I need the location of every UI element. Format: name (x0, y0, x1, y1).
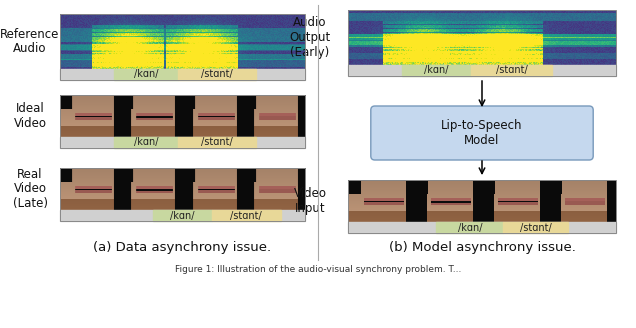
Bar (348, 65, 616, 76)
Text: /stɑnt/: /stɑnt/ (520, 222, 551, 233)
Text: /stɑnt/: /stɑnt/ (201, 70, 233, 79)
Text: (b) Model asynchrony issue.: (b) Model asynchrony issue. (389, 241, 576, 255)
Text: /kɑn/: /kɑn/ (458, 222, 482, 233)
Text: Ideal
Video: Ideal Video (13, 102, 46, 130)
Bar (60, 14, 305, 80)
Bar (348, 180, 616, 233)
Bar (401, 65, 471, 76)
Text: Real
Video
(Late): Real Video (Late) (13, 168, 48, 211)
Text: (a) Data asynchrony issue.: (a) Data asynchrony issue. (93, 241, 272, 255)
Text: Reference
Audio: Reference Audio (0, 28, 60, 55)
Text: Audio
Output
(Early): Audio Output (Early) (289, 16, 331, 59)
Bar (177, 69, 256, 80)
Bar (114, 69, 177, 80)
Bar (60, 210, 305, 221)
FancyBboxPatch shape (371, 106, 593, 160)
Bar (60, 137, 305, 148)
Text: Figure 1: Illustration of the audio-visual synchrony problem. T...: Figure 1: Illustration of the audio-visu… (175, 265, 461, 275)
Bar (60, 95, 305, 148)
Text: /kɑn/: /kɑn/ (134, 137, 158, 148)
Bar (153, 210, 212, 221)
Text: /stɑnt/: /stɑnt/ (201, 137, 233, 148)
Bar (60, 168, 305, 221)
Text: /kɑn/: /kɑn/ (170, 211, 195, 220)
Bar (114, 137, 177, 148)
Text: /stɑnt/: /stɑnt/ (230, 211, 262, 220)
Bar (60, 69, 305, 80)
Bar (436, 222, 504, 233)
Bar (348, 10, 616, 76)
Text: /kɑn/: /kɑn/ (134, 70, 158, 79)
Bar (348, 222, 616, 233)
Text: /stɑnt/: /stɑnt/ (495, 66, 527, 75)
Bar (212, 210, 280, 221)
Bar (177, 137, 256, 148)
Bar (504, 222, 568, 233)
Text: Video
Input: Video Input (293, 187, 326, 215)
Text: /kɑn/: /kɑn/ (424, 66, 448, 75)
Bar (471, 65, 551, 76)
Text: Lip-to-Speech
Model: Lip-to-Speech Model (441, 119, 523, 147)
